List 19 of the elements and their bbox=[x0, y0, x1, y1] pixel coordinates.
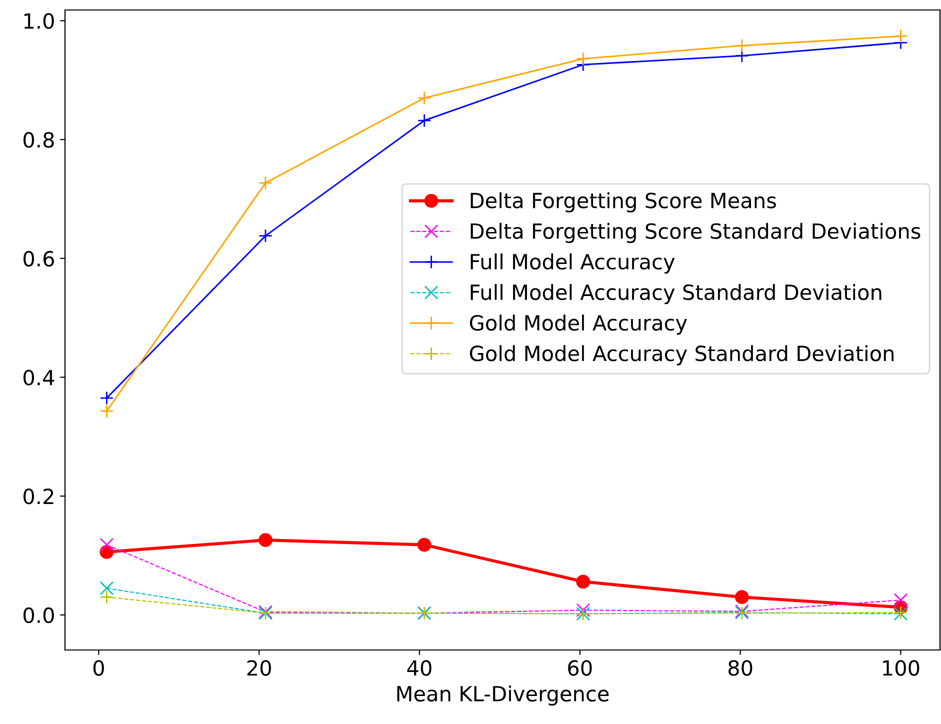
y-tick-label: 0.2 bbox=[24, 488, 54, 504]
x-tick-label: 80 bbox=[728, 660, 752, 676]
legend-label: Gold Model Accuracy bbox=[470, 314, 687, 335]
legend-label: Delta Forgetting Score Standard Deviations bbox=[470, 222, 920, 244]
legend-label: Full Model Accuracy Standard Deviation bbox=[470, 284, 882, 304]
x-axis-title: Mean KL-Divergence bbox=[397, 685, 609, 706]
legend-label: Gold Model Accuracy Standard Deviation bbox=[470, 345, 894, 366]
x-tick-label: 60 bbox=[568, 660, 592, 676]
x-tick-label: 0 bbox=[93, 660, 104, 676]
x-tick-label: 20 bbox=[247, 660, 271, 676]
legend-label: Full Model Accuracy bbox=[470, 253, 675, 274]
y-tick-label: 0.8 bbox=[24, 132, 54, 148]
x-tick-label: 100 bbox=[883, 660, 920, 676]
y-tick-label: 1.0 bbox=[24, 13, 54, 29]
y-tick-label: 0.6 bbox=[24, 250, 54, 267]
y-tick-label: 0.0 bbox=[24, 607, 54, 624]
x-tick-label: 40 bbox=[407, 660, 432, 676]
y-tick-label: 0.4 bbox=[24, 370, 54, 386]
legend-label: Delta Forgetting Score Means bbox=[470, 192, 776, 212]
